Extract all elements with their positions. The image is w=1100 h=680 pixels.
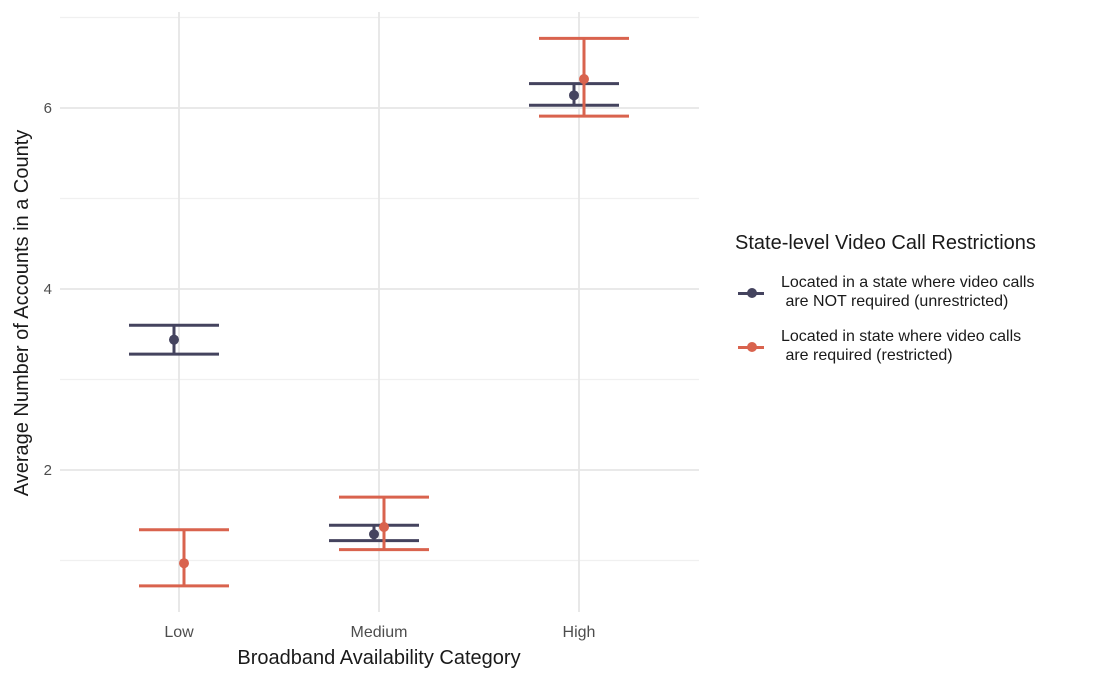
data-point (579, 74, 589, 85)
x-axis-ticks: Low Medium High (164, 624, 595, 641)
legend-label-restricted: Located in state where video calls are r… (781, 328, 1022, 364)
legend-title: State-level Video Call Restrictions (735, 232, 1036, 254)
data-point (179, 558, 189, 569)
legend-label-unrestricted: Located in a state where video calls are… (781, 274, 1035, 310)
legend-key-unrestricted-icon (735, 273, 767, 313)
grid-lines (60, 12, 699, 612)
error-bar (129, 323, 219, 356)
x-tick-label: High (563, 624, 596, 641)
error-bar (539, 36, 629, 118)
data-point (569, 90, 579, 101)
y-axis-ticks: 2 4 6 (44, 100, 52, 479)
chart-plot: 2 4 6 Low Medium High Broadband Availability… (11, 12, 699, 669)
x-tick-label: Low (164, 624, 194, 641)
data-point (379, 522, 389, 533)
error-bar (329, 523, 419, 543)
legend-key-restricted-icon (735, 327, 767, 367)
legend-item-restricted: Located in state where video calls are r… (735, 327, 1095, 367)
error-bars (129, 36, 629, 588)
data-point (369, 529, 379, 540)
legend: State-level Video Call Restrictions Loca… (735, 232, 1095, 381)
error-bar (339, 495, 429, 552)
error-bar (529, 82, 619, 107)
x-axis-title: Broadband Availability Category (237, 647, 520, 669)
x-tick-label: Medium (351, 624, 408, 641)
y-axis-title: Average Number of Accounts in a County (11, 130, 33, 497)
error-bar (139, 528, 229, 588)
y-tick-label: 2 (44, 462, 52, 479)
data-point (169, 334, 179, 345)
y-tick-label: 4 (44, 281, 52, 298)
y-tick-label: 6 (44, 100, 52, 117)
legend-item-unrestricted: Located in a state where video calls are… (735, 273, 1095, 313)
